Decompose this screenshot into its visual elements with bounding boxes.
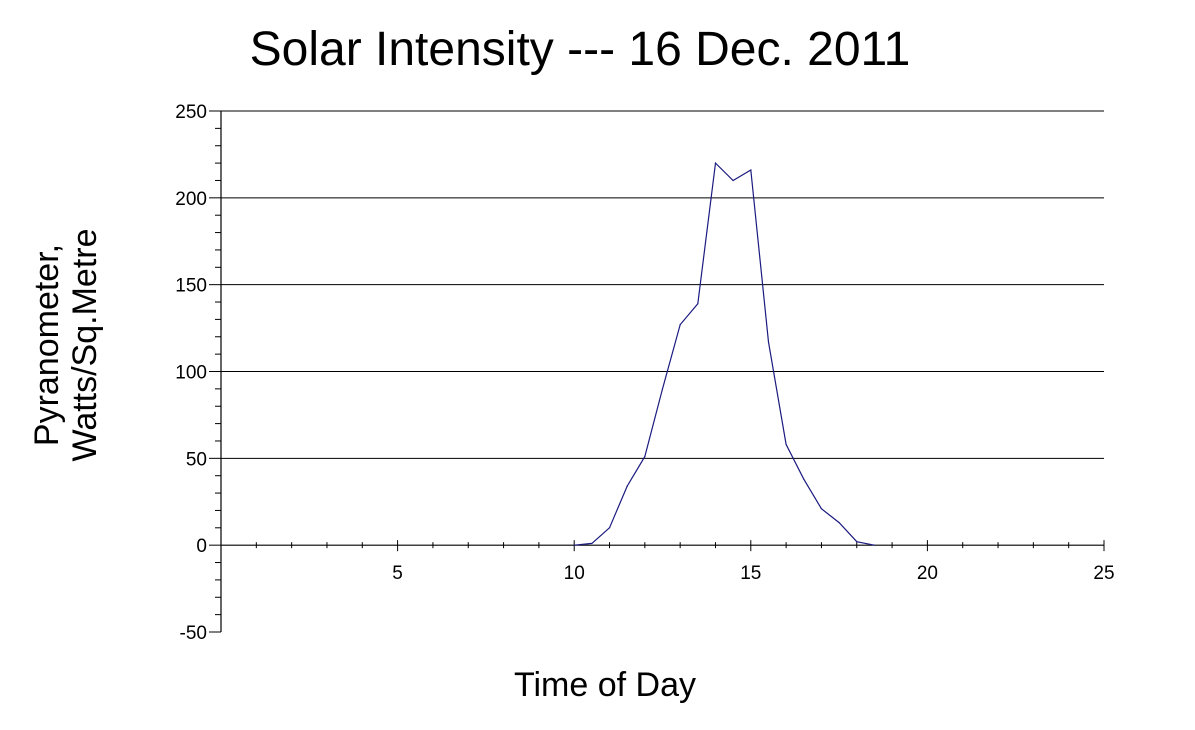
tick-labels: -50 0 50 100 150 200 250 5 10 15 20 25 [175, 102, 1114, 644]
y-tick-label-100: 100 [175, 363, 207, 384]
data-point [573, 544, 575, 546]
data-point [697, 303, 699, 305]
data-point [856, 541, 858, 543]
y-tick-label-0: 0 [196, 536, 207, 557]
data-point [785, 443, 787, 446]
y-tick-label-50: 50 [186, 449, 207, 470]
series-line-0 [574, 161, 875, 546]
data-point [591, 542, 593, 545]
x-tick-label-10: 10 [564, 563, 585, 584]
x-tick-label-20: 20 [917, 563, 938, 584]
y-tick-label-200: 200 [175, 189, 207, 210]
data-point [644, 455, 646, 458]
data-point [820, 508, 823, 510]
x-tick-label-15: 15 [740, 563, 761, 584]
data-point [608, 527, 611, 529]
data-point [661, 388, 664, 390]
y-tick-label-150: 150 [175, 276, 207, 297]
data-point [750, 169, 752, 171]
data-point [803, 478, 805, 480]
data-point [873, 544, 876, 546]
data-point [626, 485, 628, 487]
y-axis-label-line-2: Watts/Sq.Metre [66, 228, 104, 462]
data-point [679, 324, 681, 326]
y-tick-label-250: 250 [175, 102, 207, 123]
data-point [714, 162, 717, 164]
data-point [838, 521, 840, 524]
x-axis-label: Time of Day [513, 666, 696, 704]
y-axis-label: Pyranometer, Watts/Sq.Metre [28, 195, 118, 495]
x-tick-label-5: 5 [392, 563, 403, 584]
chart-title: Solar Intensity --- 16 Dec. 2011 [249, 23, 911, 76]
data-point [732, 179, 734, 182]
y-tick-label--50: -50 [180, 623, 207, 644]
data-point [767, 341, 770, 343]
grid-lines [221, 110, 1104, 459]
y-axis-label-line-1: Pyranometer, [28, 243, 66, 447]
x-tick-label-25: 25 [1093, 563, 1114, 584]
series-layer [573, 161, 876, 546]
